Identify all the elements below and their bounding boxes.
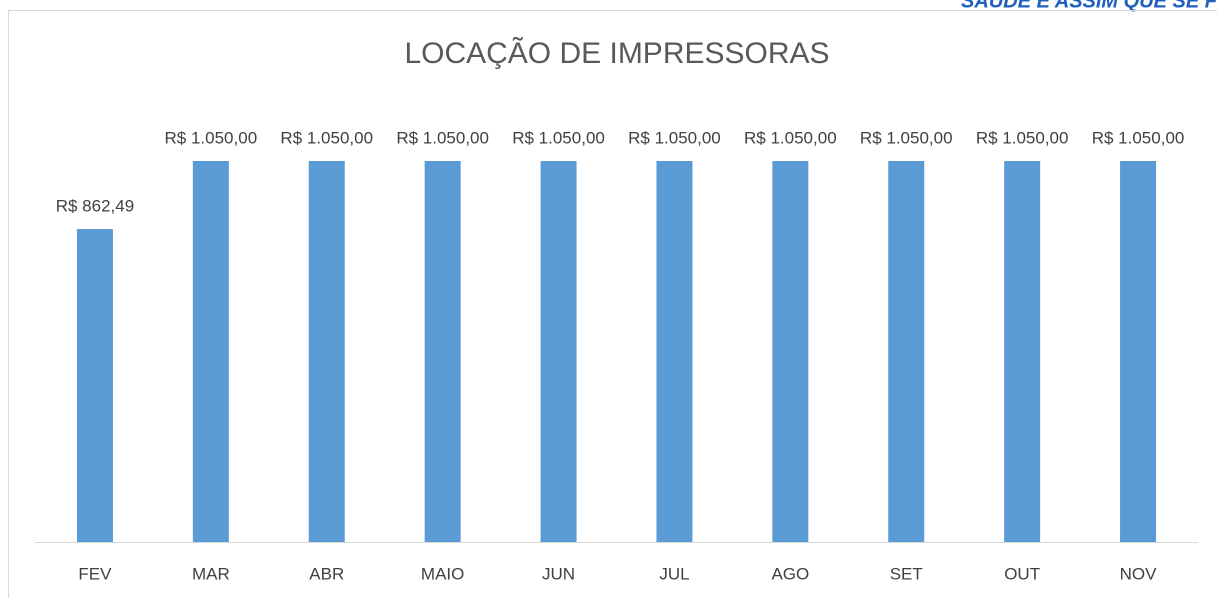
- bar: [308, 161, 345, 542]
- bar: [1004, 161, 1041, 542]
- data-label: R$ 862,49: [56, 197, 134, 216]
- bar: [1120, 161, 1157, 542]
- bar: [76, 229, 113, 542]
- x-tick-label: FEV: [78, 564, 112, 583]
- x-tick-label: MAR: [192, 564, 230, 583]
- bar: [424, 161, 461, 542]
- bar: [540, 161, 577, 542]
- data-label: R$ 1.050,00: [628, 128, 721, 147]
- chart-title: LOCAÇÃO DE IMPRESSORAS: [404, 36, 829, 70]
- bar: [192, 161, 229, 542]
- bar: [888, 161, 925, 542]
- data-label: R$ 1.050,00: [512, 128, 605, 147]
- header-text: SAÚDE É ASSIM QUE SE F: [961, 0, 1217, 12]
- data-label: R$ 1.050,00: [744, 128, 837, 147]
- data-label: R$ 1.050,00: [860, 128, 953, 147]
- bar: [656, 161, 693, 542]
- data-label: R$ 1.050,00: [1092, 128, 1185, 147]
- data-label: R$ 1.050,00: [396, 128, 489, 147]
- data-label: R$ 1.050,00: [976, 128, 1069, 147]
- x-tick-label: AGO: [771, 564, 809, 583]
- x-tick-label: JUN: [542, 564, 575, 583]
- x-tick-label: OUT: [1004, 564, 1040, 583]
- chart-border: [8, 10, 1217, 598]
- data-label: R$ 1.050,00: [165, 128, 258, 147]
- x-tick-label: JUL: [659, 564, 689, 583]
- x-tick-label: ABR: [309, 564, 344, 583]
- bar: [772, 161, 809, 542]
- x-tick-label: NOV: [1120, 564, 1158, 583]
- x-tick-label: SET: [890, 564, 923, 583]
- data-label: R$ 1.050,00: [280, 128, 373, 147]
- x-tick-label: MAIO: [421, 564, 464, 583]
